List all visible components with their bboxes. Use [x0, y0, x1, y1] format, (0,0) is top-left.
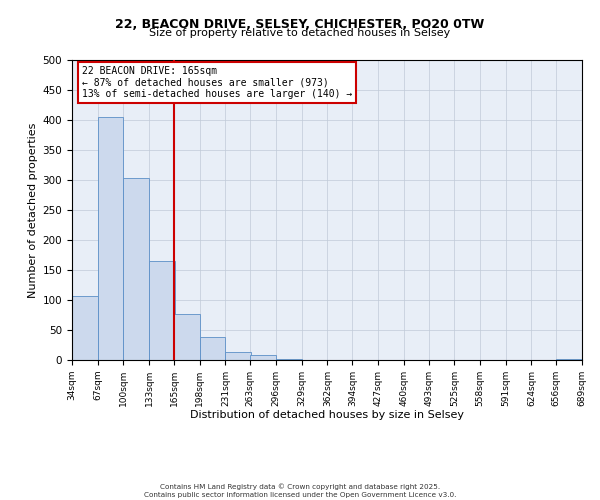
Bar	[174, 314, 200, 360]
Text: Size of property relative to detached houses in Selsey: Size of property relative to detached ho…	[149, 28, 451, 38]
Text: 22 BEACON DRIVE: 165sqm
← 87% of detached houses are smaller (973)
13% of semi-d: 22 BEACON DRIVE: 165sqm ← 87% of detache…	[82, 66, 352, 99]
Bar	[556, 359, 582, 360]
Bar	[276, 359, 302, 360]
Bar	[124, 178, 149, 360]
Bar	[200, 337, 226, 360]
Bar	[226, 352, 251, 360]
Text: Contains HM Land Registry data © Crown copyright and database right 2025.
Contai: Contains HM Land Registry data © Crown c…	[144, 484, 456, 498]
Y-axis label: Number of detached properties: Number of detached properties	[28, 122, 38, 298]
X-axis label: Distribution of detached houses by size in Selsey: Distribution of detached houses by size …	[190, 410, 464, 420]
Bar	[72, 296, 98, 360]
Bar	[250, 355, 276, 360]
Text: 22, BEACON DRIVE, SELSEY, CHICHESTER, PO20 0TW: 22, BEACON DRIVE, SELSEY, CHICHESTER, PO…	[115, 18, 485, 30]
Bar	[98, 117, 124, 360]
Bar	[149, 261, 175, 360]
